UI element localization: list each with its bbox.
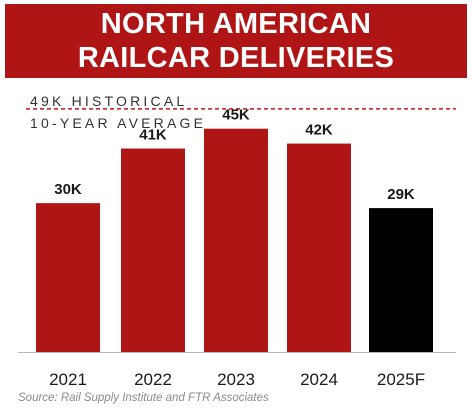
value-label-2023: 45K (222, 107, 250, 124)
value-label-2021: 30K (54, 181, 82, 198)
category-label-2022: 2022 (134, 370, 172, 389)
source-note: Source: Rail Supply Institute and FTR As… (18, 392, 269, 404)
value-label-2024: 42K (305, 122, 333, 139)
bar-2022 (121, 149, 185, 352)
value-label-2025f: 29K (387, 186, 415, 203)
value-label-2022: 41K (139, 127, 167, 144)
category-label-2025f: 2025F (377, 370, 425, 389)
reference-line-label-1: 49K HISTORICAL (30, 93, 187, 109)
category-label-2024: 2024 (300, 370, 338, 389)
bar-2021 (36, 203, 100, 352)
category-label-2021: 2021 (49, 370, 87, 389)
bar-2023 (204, 129, 268, 352)
reference-line-label-2: 10-YEAR AVERAGE (30, 115, 206, 131)
bar-2024 (287, 144, 351, 352)
category-label-2023: 2023 (217, 370, 255, 389)
bar-2025f (369, 208, 433, 352)
